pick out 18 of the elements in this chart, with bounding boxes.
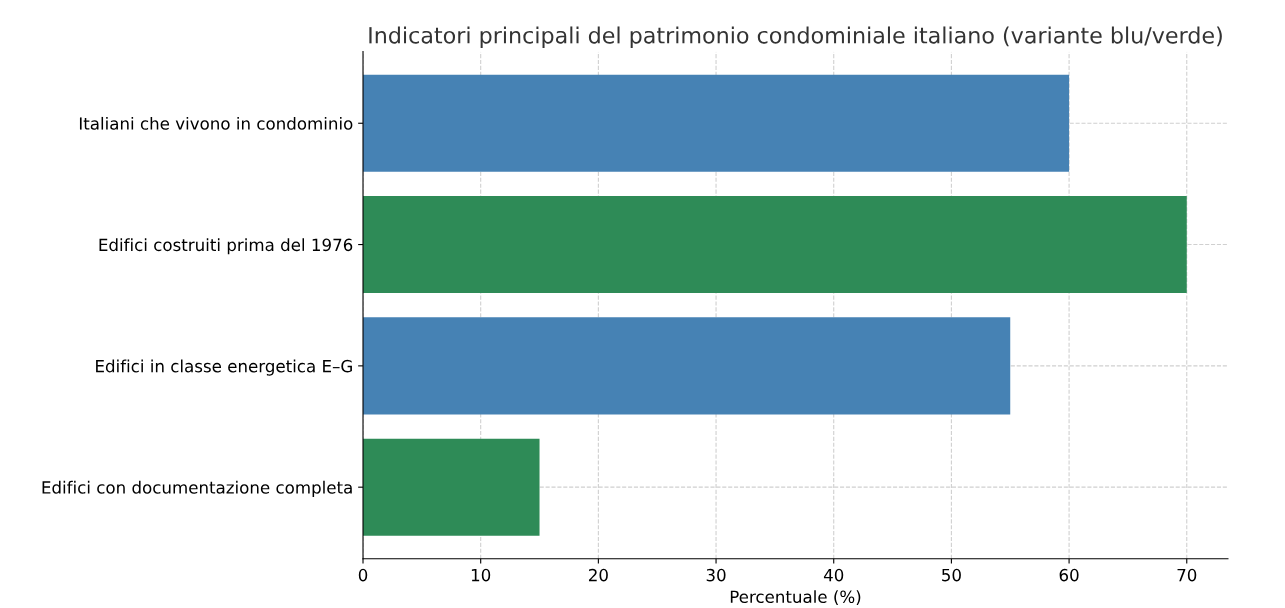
bar (363, 196, 1187, 294)
x-tick-label: 20 (588, 568, 608, 582)
x-tick-label: 70 (1177, 568, 1197, 582)
y-tick-label: Italiani che vivono in condominio (79, 116, 353, 130)
x-tick-label: 0 (358, 568, 368, 582)
bar (363, 438, 540, 536)
x-tick-label: 10 (471, 568, 491, 582)
x-tick-label: 40 (823, 568, 844, 582)
x-tick-label: 60 (1059, 568, 1079, 582)
y-tick-label: Edifici con documentazione completa (42, 480, 352, 497)
x-tick-label: 50 (942, 568, 961, 582)
bar (363, 317, 1011, 415)
x-axis-title: Percentuale (%) (730, 590, 861, 606)
y-tick-label: Edifici in classe energetica E–G (96, 359, 352, 376)
y-tick-label: Edifici costruiti prima del 1976 (99, 238, 353, 255)
chart-title: Indicatori principali del patrimonio condominiale italiano (variante blu/verde) (369, 26, 1222, 48)
bar (363, 74, 1070, 172)
x-tick-label: 30 (706, 568, 726, 582)
